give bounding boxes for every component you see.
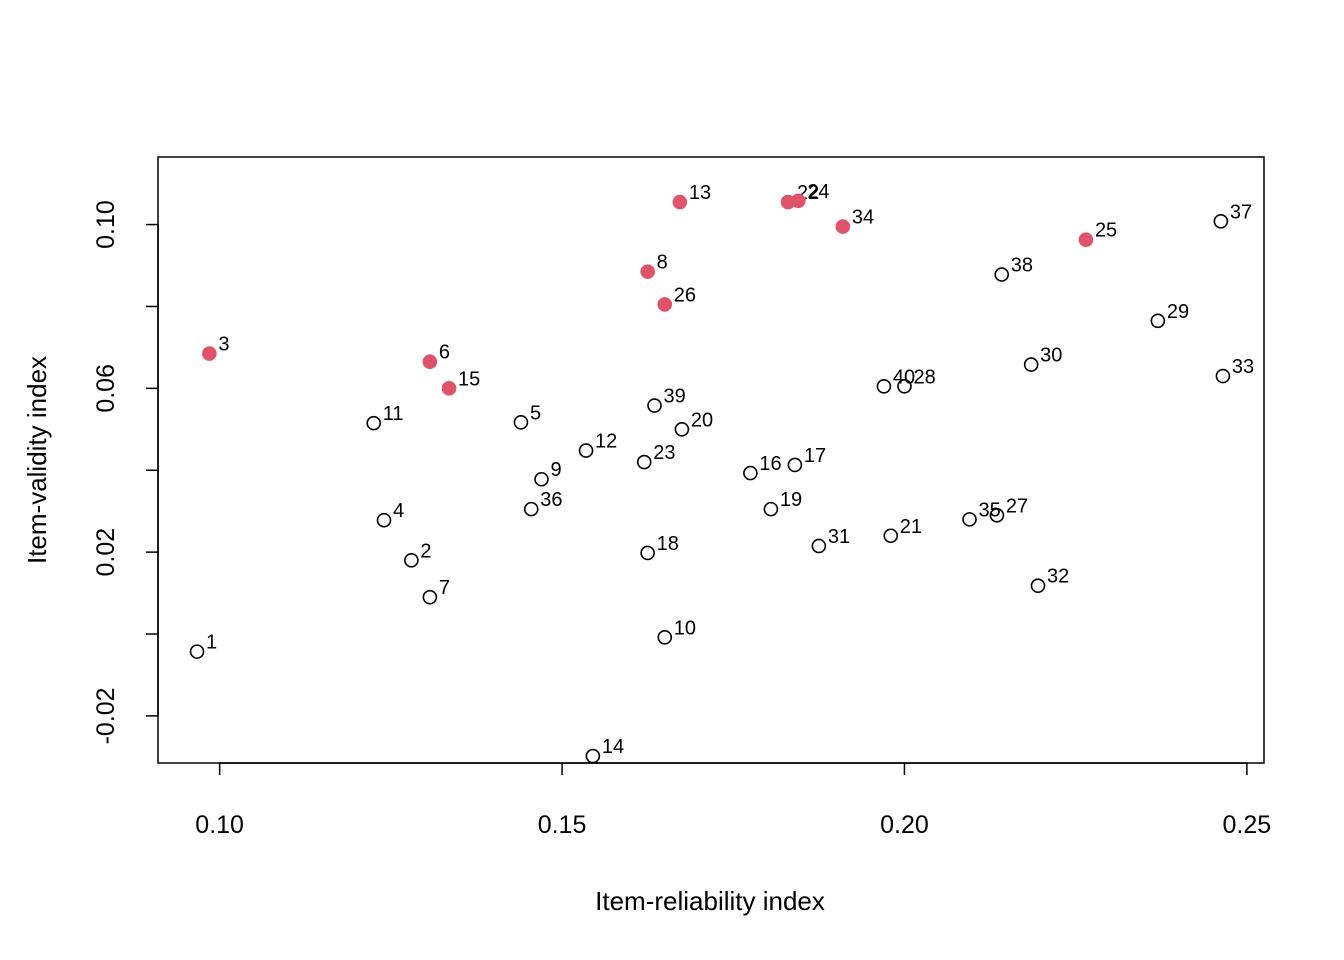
x-axis-title: Item-reliability index xyxy=(595,886,825,916)
x-tick-label: 0.15 xyxy=(538,811,587,839)
data-point xyxy=(647,398,662,413)
point-label: 30 xyxy=(1040,345,1062,367)
highlighted-point xyxy=(835,219,851,234)
data-point xyxy=(876,378,892,394)
data-point xyxy=(811,538,827,554)
data-point xyxy=(962,512,977,527)
point-label: 20 xyxy=(691,409,713,431)
point-label: 38 xyxy=(1011,255,1033,277)
point-label: 26 xyxy=(674,284,696,306)
point-label: 8 xyxy=(657,252,668,274)
data-point xyxy=(989,507,1005,523)
point-label: 17 xyxy=(804,445,826,467)
point-label: 7 xyxy=(439,577,450,599)
data-point xyxy=(1023,357,1039,372)
point-label: 11 xyxy=(383,403,404,425)
x-tick-label: 0.25 xyxy=(1223,811,1272,839)
highlighted-point xyxy=(202,346,217,361)
data-point xyxy=(994,267,1010,282)
data-point xyxy=(657,629,673,645)
highlighted-point xyxy=(422,354,438,370)
point-label: 28 xyxy=(913,366,935,388)
data-point xyxy=(534,471,549,487)
y-tick-label: -0.02 xyxy=(92,687,120,744)
point-label: 29 xyxy=(1167,301,1189,323)
highlighted-point xyxy=(1078,232,1094,248)
data-point xyxy=(674,421,690,437)
point-label: 25 xyxy=(1095,220,1117,242)
point-label: 24 xyxy=(807,181,829,203)
data-point xyxy=(897,378,912,394)
data-point xyxy=(513,415,529,430)
highlighted-point xyxy=(657,297,673,312)
data-point xyxy=(883,528,899,544)
point-label: 2 xyxy=(420,540,431,562)
data-point xyxy=(640,545,655,561)
point-label: 12 xyxy=(595,431,617,453)
y-tick-label: 0.10 xyxy=(92,200,120,249)
data-point xyxy=(578,443,594,458)
point-label: 14 xyxy=(602,736,624,758)
data-point xyxy=(523,501,539,517)
y-tick-label: 0.02 xyxy=(92,528,120,577)
point-label: 32 xyxy=(1047,566,1069,588)
point-label: 31 xyxy=(828,526,850,548)
point-label: 40 xyxy=(893,366,915,388)
data-point xyxy=(366,415,382,431)
y-axis-title: Item-validity index xyxy=(22,356,52,564)
point-label: 3 xyxy=(218,334,229,356)
point-label: 36 xyxy=(540,489,562,511)
data-point xyxy=(404,553,419,568)
point-label: 33 xyxy=(1232,356,1254,378)
point-label: 21 xyxy=(900,516,922,538)
data-point xyxy=(585,748,601,764)
highlighted-point xyxy=(441,381,457,396)
data-point xyxy=(1030,578,1046,594)
point-label: 34 xyxy=(852,207,874,229)
point-label: 9 xyxy=(551,459,562,481)
point-label: 5 xyxy=(530,402,541,424)
x-tick-label: 0.10 xyxy=(195,811,244,839)
point-label: 6 xyxy=(439,342,450,364)
point-label: 19 xyxy=(780,489,802,511)
plot-frame xyxy=(157,156,1265,764)
point-label: 1 xyxy=(206,632,217,654)
data-point xyxy=(636,454,652,470)
highlighted-point xyxy=(640,264,655,279)
point-label: 16 xyxy=(759,453,781,475)
data-point xyxy=(743,465,758,481)
data-point xyxy=(1215,368,1231,384)
data-point xyxy=(787,457,803,473)
point-label: 37 xyxy=(1230,201,1252,223)
data-point xyxy=(763,501,779,517)
data-point xyxy=(189,644,205,659)
y-axis: -0.02 0.02 0.06 0.10 xyxy=(92,200,159,744)
data-point xyxy=(1213,213,1229,229)
y-tick-label: 0.06 xyxy=(92,364,120,413)
point-label: 39 xyxy=(664,386,686,408)
point-label: 13 xyxy=(689,182,711,204)
point-label: 4 xyxy=(393,500,404,522)
point-label: 35 xyxy=(979,499,1001,521)
point-label: 15 xyxy=(458,368,480,390)
x-tick-label: 0.20 xyxy=(880,811,929,839)
point-label: 10 xyxy=(674,617,696,639)
point-label: 23 xyxy=(653,442,675,464)
data-point xyxy=(376,512,392,528)
highlighted-point xyxy=(791,193,806,209)
point-label: 18 xyxy=(657,533,679,555)
data-point xyxy=(1150,313,1166,329)
x-axis: 0.10 0.15 0.20 0.25 xyxy=(195,762,1272,839)
point-label: 27 xyxy=(1006,495,1028,517)
highlighted-point xyxy=(672,194,688,210)
data-point xyxy=(422,589,438,605)
